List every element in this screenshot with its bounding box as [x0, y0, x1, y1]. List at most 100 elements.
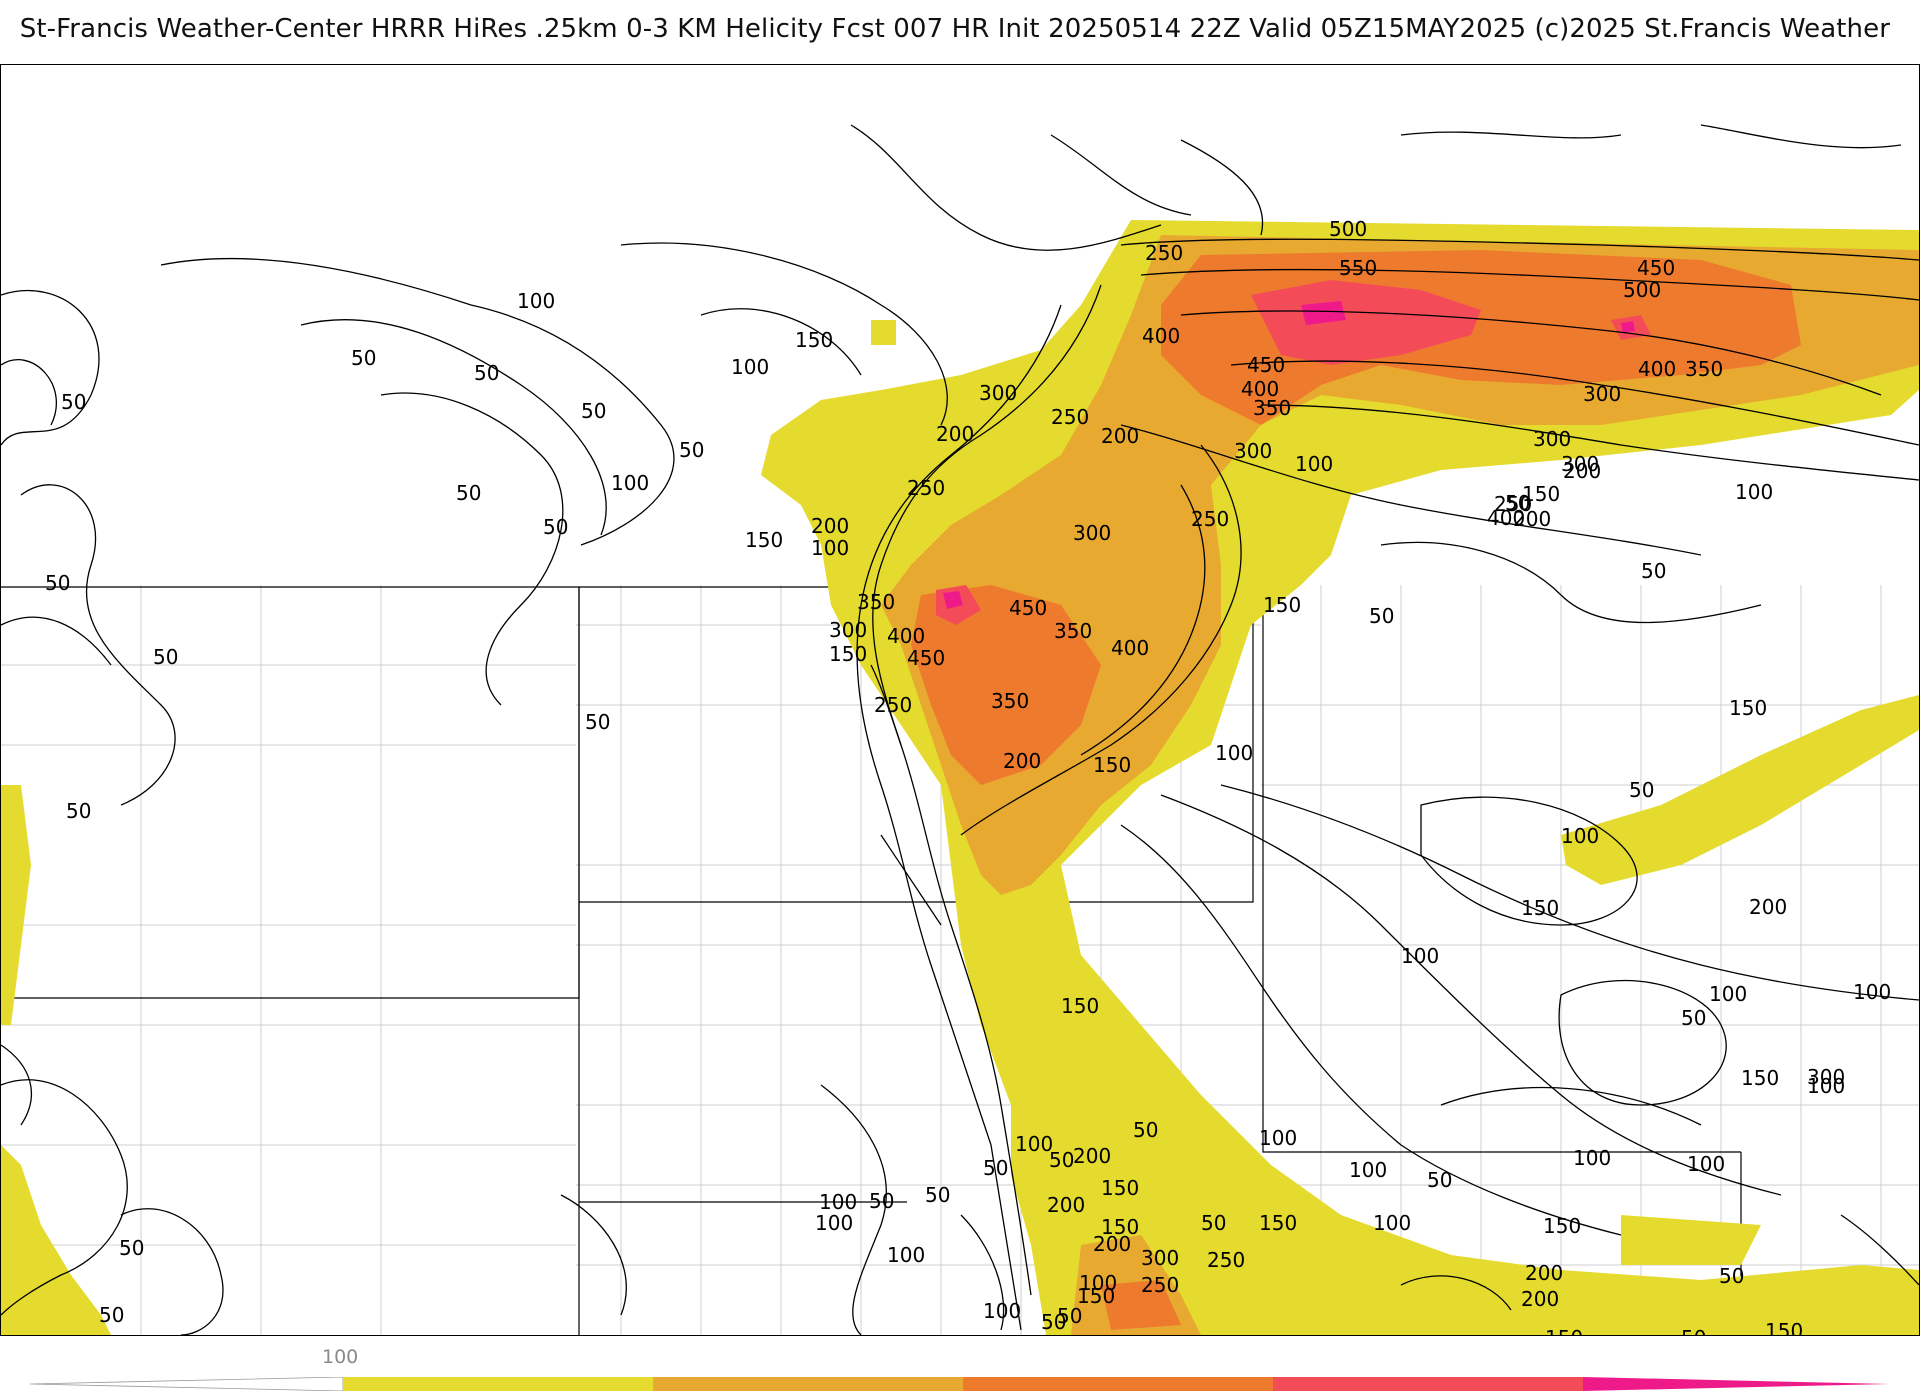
contour-label: 150	[1061, 994, 1099, 1018]
contour-label: 300	[1141, 1246, 1179, 1270]
contour-label: 300	[1073, 521, 1111, 545]
contour-label: 100	[1807, 1074, 1845, 1098]
colorbar-segment-400-550	[963, 1377, 1273, 1391]
contour-label: 350	[1253, 396, 1291, 420]
contour-label: 450	[1637, 256, 1675, 280]
contour-label: 100	[1215, 741, 1253, 765]
contour-label: 100	[611, 471, 649, 495]
map-frame[interactable]: 100 50 50 50 150 100 50 50 50 50 100 50 …	[0, 64, 1920, 1336]
contour-label: 350	[1685, 357, 1723, 381]
contour-label: 150	[1522, 482, 1560, 506]
contour-label: 50	[1641, 559, 1666, 583]
contour-label: 100	[1735, 480, 1773, 504]
contour-label: 250	[907, 476, 945, 500]
contour-label: 200	[811, 514, 849, 538]
contour-label: 50	[1681, 1006, 1706, 1030]
contour-label: 300	[829, 618, 867, 642]
contour-label: 100	[1401, 944, 1439, 968]
colorbar-segment-700-plus	[1583, 1377, 1890, 1391]
contour-label: 150	[1101, 1215, 1139, 1239]
contour-label: 200	[1525, 1261, 1563, 1285]
contour-label: 250	[1207, 1248, 1245, 1272]
contour-label: 300	[1533, 427, 1571, 451]
contour-label: 300	[979, 381, 1017, 405]
contour-label: 200	[1563, 459, 1601, 483]
contour-label: 200	[1513, 507, 1551, 531]
contour-label: 150	[1259, 1211, 1297, 1235]
contour-label: 200	[1101, 424, 1139, 448]
contour-label: 150	[1521, 896, 1559, 920]
contour-label: 400	[1638, 357, 1676, 381]
contour-label: 200	[1093, 1232, 1131, 1256]
contour-label: 150	[1765, 1319, 1803, 1335]
contour-label: 150	[745, 528, 783, 552]
contour-label: 50	[45, 571, 70, 595]
contour-label: 300	[1561, 452, 1599, 476]
contour-label: 150	[1077, 1284, 1115, 1308]
contour-label: 100	[819, 1190, 857, 1214]
contour-label: 150	[1093, 753, 1131, 777]
contour-label: 150	[795, 328, 833, 352]
contour-label: 100	[1373, 1211, 1411, 1235]
colorbar-tick-label: 100	[322, 1346, 359, 1368]
contour-label: 100	[1015, 1132, 1053, 1156]
contour-label: 100	[815, 1211, 853, 1235]
contour-label: 50	[119, 1236, 144, 1260]
contour-label: 350	[991, 689, 1029, 713]
contour-label: 50	[99, 1303, 124, 1327]
colorbar-segment-below-100	[30, 1377, 344, 1391]
map-title: St-Francis Weather-Center HRRR HiRes .25…	[19, 14, 1890, 44]
contour-label: 300	[1583, 382, 1621, 406]
contour-label: 300	[1807, 1065, 1845, 1089]
colorbar-segment-100-250	[343, 1377, 653, 1391]
contour-label: 450	[1009, 596, 1047, 620]
contour-label: 400	[887, 624, 925, 648]
contour-label: 100	[1079, 1271, 1117, 1295]
contour-label: 250	[1051, 405, 1089, 429]
contour-label: 50	[1681, 1326, 1706, 1335]
contour-label: 500	[1623, 278, 1661, 302]
contour-label: 50	[983, 1156, 1008, 1180]
contour-label: 200	[1003, 749, 1041, 773]
contour-label: 50	[1133, 1118, 1158, 1142]
contour-label: 100	[1853, 980, 1891, 1004]
state-borders	[1, 586, 1742, 1335]
colorbar-segment-250-400	[653, 1377, 963, 1391]
contour-label: 450	[907, 646, 945, 670]
contour-label: 150	[829, 642, 867, 666]
contour-label: 50	[1505, 491, 1530, 515]
contour-label: 200	[1521, 1287, 1559, 1311]
contour-label: 200	[1749, 895, 1787, 919]
contour-label: 150	[1741, 1066, 1779, 1090]
contour-label: 350	[857, 590, 895, 614]
contour-label: 50	[679, 438, 704, 462]
helicity-shading	[1, 220, 1919, 1335]
colorbar-segment-550-700	[1273, 1377, 1583, 1391]
contour-label: 250	[1141, 1273, 1179, 1297]
contour-label: 400	[1241, 377, 1279, 401]
contour-label: 150	[1101, 1176, 1139, 1200]
contour-label: 50	[1201, 1211, 1226, 1235]
contour-label: 50	[869, 1189, 894, 1213]
contour-label: 50	[1369, 604, 1394, 628]
contour-label: 100	[983, 1299, 1021, 1323]
contour-label: 50	[66, 799, 91, 823]
contour-label: 100	[887, 1243, 925, 1267]
contour-label: 50	[1057, 1304, 1082, 1328]
contour-label: 50	[925, 1183, 950, 1207]
contour-label: 400	[1487, 506, 1525, 530]
contour-label: 50	[61, 390, 86, 414]
contour-label: 200	[1047, 1193, 1085, 1217]
contour-label: 200	[936, 422, 974, 446]
contour-label: 50	[1719, 1264, 1744, 1288]
contour-label: 50	[1041, 1310, 1066, 1334]
contour-label: 50	[1049, 1148, 1074, 1172]
contour-label: 300	[1234, 439, 1272, 463]
contour-label: 500	[1329, 217, 1367, 241]
helicity-map[interactable]: 100 50 50 50 150 100 50 50 50 50 100 50 …	[1, 65, 1919, 1335]
contour-label: 150	[1263, 593, 1301, 617]
contour-label: 250	[1191, 507, 1229, 531]
contour-label: 100	[1709, 982, 1747, 1006]
contour-label: 50	[585, 710, 610, 734]
contour-label: 200	[1073, 1144, 1111, 1168]
